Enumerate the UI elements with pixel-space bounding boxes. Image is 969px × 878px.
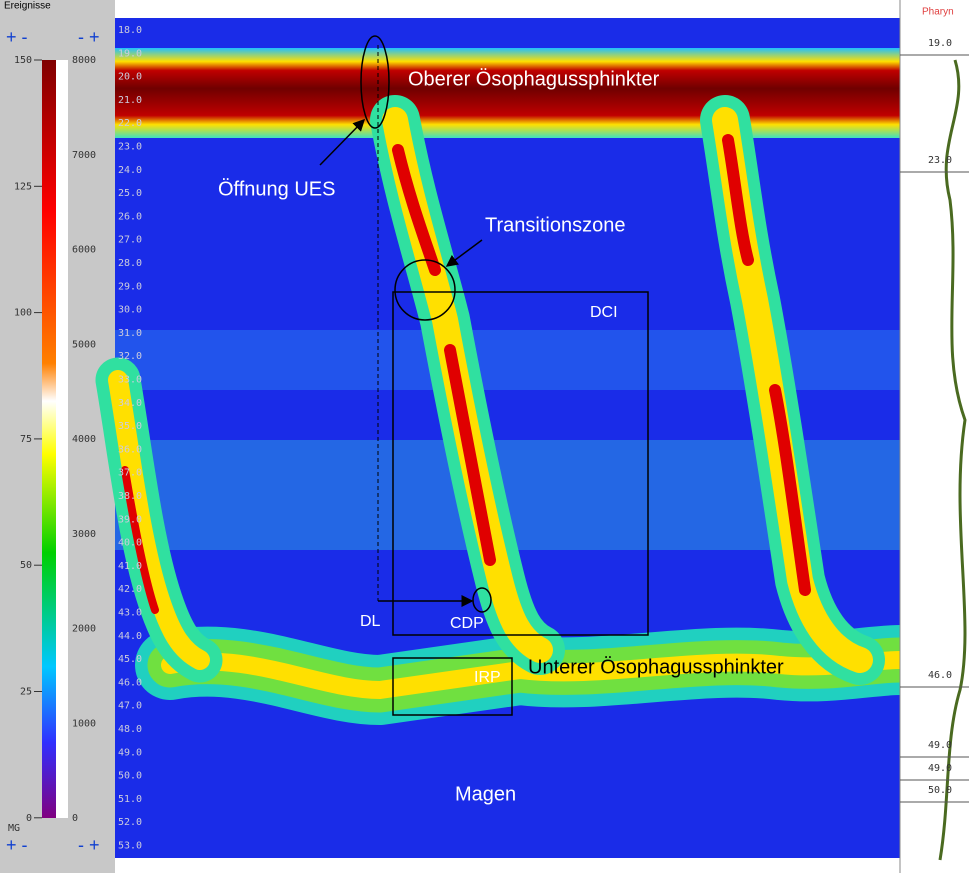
depth-label: 36.0 <box>118 444 142 455</box>
marker[interactable]: + - <box>6 27 28 47</box>
color-label: 1000 <box>72 718 96 729</box>
depth-label: 24.0 <box>118 165 142 176</box>
color-bar-white <box>56 60 68 818</box>
side-label: 46.0 <box>928 670 952 681</box>
depth-label: 19.0 <box>118 48 142 59</box>
depth-label: 51.0 <box>118 794 142 805</box>
color-label: 0 <box>72 813 78 824</box>
marker[interactable]: - + <box>78 835 100 855</box>
depth-label: 40.0 <box>118 538 142 549</box>
label: CDP <box>450 615 484 632</box>
depth-label: 52.0 <box>118 817 142 828</box>
depth-label: 30.0 <box>118 305 142 316</box>
pressure-label: 150 <box>14 55 32 66</box>
ues-band <box>115 48 900 138</box>
pressure-label: 0 <box>26 813 32 824</box>
depth-label: 53.0 <box>118 841 142 852</box>
depth-label: 23.0 <box>118 142 142 153</box>
color-label: 6000 <box>72 245 96 256</box>
color-label: 8000 <box>72 55 96 66</box>
header-title: Ereignisse <box>4 1 51 12</box>
footer-label: MG <box>8 823 20 834</box>
pressure-label: 100 <box>14 308 32 319</box>
depth-label: 46.0 <box>118 677 142 688</box>
depth-label: 49.0 <box>118 747 142 758</box>
screen: Ereignisse + - - + + - - + MG 18.0 19.0 20… <box>0 0 969 873</box>
label: IRP <box>474 669 501 686</box>
side-label: 49.0 <box>928 763 952 774</box>
depth-label: 50.0 <box>118 771 142 782</box>
marker[interactable]: - + <box>78 27 100 47</box>
depth-label: 18.0 <box>118 25 142 36</box>
depth-label: 45.0 <box>118 654 142 665</box>
label: Unterer Ösophagussphinkter <box>528 656 784 678</box>
topography <box>115 18 900 858</box>
label: DCI <box>590 304 618 321</box>
depth-label: 34.0 <box>118 398 142 409</box>
color-label: 2000 <box>72 624 96 635</box>
depth-label: 20.0 <box>118 72 142 83</box>
color-label: 4000 <box>72 434 96 445</box>
side-label: 19.0 <box>928 38 952 49</box>
color-label: 3000 <box>72 529 96 540</box>
depth-label: 41.0 <box>118 561 142 572</box>
pressure-label: 125 <box>14 181 32 192</box>
depth-label: 35.0 <box>118 421 142 432</box>
depth-label: 21.0 <box>118 95 142 106</box>
depth-label: 37.0 <box>118 468 142 479</box>
color-label: 7000 <box>72 150 96 161</box>
depth-label: 43.0 <box>118 608 142 619</box>
side-label: 23.0 <box>928 155 952 166</box>
depth-label: 47.0 <box>118 701 142 712</box>
pressure-label: 50 <box>20 560 32 571</box>
depth-label: 31.0 <box>118 328 142 339</box>
depth-label: 27.0 <box>118 235 142 246</box>
depth-label: 29.0 <box>118 281 142 292</box>
label: Transitionszone <box>485 214 625 236</box>
label: Oberer Ösophagussphinkter <box>408 68 660 90</box>
side-label: 50.0 <box>928 785 952 796</box>
side-title: Pharyn <box>922 7 954 18</box>
marker[interactable]: + - <box>6 835 28 855</box>
label: Magen <box>455 783 516 805</box>
depth-label: 38.0 <box>118 491 142 502</box>
depth-label: 44.0 <box>118 631 142 642</box>
depth-label: 39.0 <box>118 514 142 525</box>
depth-label: 26.0 <box>118 211 142 222</box>
side-label: 49.0 <box>928 740 952 751</box>
depth-label: 42.0 <box>118 584 142 595</box>
label: DL <box>360 613 381 630</box>
color-label: 5000 <box>72 339 96 350</box>
depth-label: 28.0 <box>118 258 142 269</box>
pressure-label: 75 <box>20 434 32 445</box>
label: Öffnung UES <box>218 178 335 200</box>
depth-label: 22.0 <box>118 118 142 129</box>
depth-label: 25.0 <box>118 188 142 199</box>
depth-label: 32.0 <box>118 351 142 362</box>
color-bar <box>42 60 56 818</box>
pressure-label: 25 <box>20 687 32 698</box>
depth-label: 33.0 <box>118 375 142 386</box>
depth-label: 48.0 <box>118 724 142 735</box>
